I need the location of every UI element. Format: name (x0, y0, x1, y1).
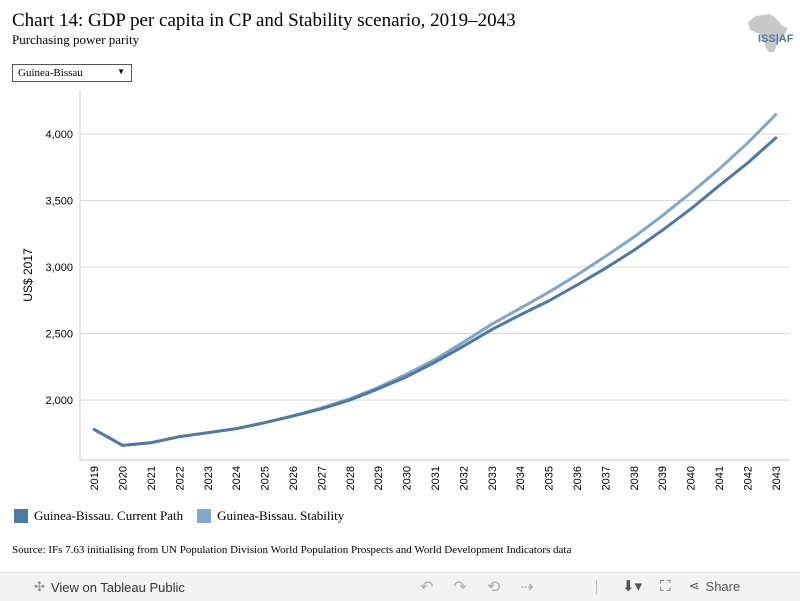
x-tick-label: 2019 (89, 466, 101, 490)
y-tick-label: 2,500 (45, 329, 73, 341)
africa-map-icon (748, 14, 788, 52)
revert-icon[interactable]: ⟲ (486, 579, 501, 596)
x-tick-label: 2034 (515, 466, 527, 490)
tableau-logo-icon: ✣ (34, 579, 45, 594)
x-tick-label: 2040 (686, 466, 698, 490)
x-axis-ticks: 2019 2020 2021 2022 2023 2024 2025 2026 2027 2028… (89, 466, 783, 490)
y-tick-label: 3,500 (45, 195, 73, 207)
x-tick-label: 2025 (260, 466, 272, 490)
x-tick-label: 2043 (771, 466, 783, 490)
x-tick-label: 2029 (373, 466, 385, 490)
country-filter-value: Guinea-Bissau (18, 67, 83, 79)
x-tick-label: 2035 (544, 466, 556, 490)
x-tick-label: 2036 (572, 466, 584, 490)
view-on-tableau-label: View on Tableau Public (50, 579, 185, 595)
chart-subtitle: Purchasing power parity (12, 32, 140, 47)
toolbar-divider (596, 580, 597, 594)
legend: Guinea-Bissau. Current Path Guinea-Bissa… (14, 508, 344, 524)
x-tick-label: 2023 (203, 466, 215, 490)
legend-swatch-stability (197, 509, 212, 523)
share-button[interactable]: ⋖ Share (689, 578, 741, 594)
series-line-guinea-bissau-stability[interactable] (92, 113, 778, 447)
x-tick-label: 2042 (742, 466, 754, 490)
x-tick-label: 2022 (174, 466, 186, 490)
x-tick-label: 2037 (600, 466, 612, 490)
download-icon[interactable]: ⬇▾ (622, 578, 643, 595)
x-tick-label: 2039 (657, 466, 669, 490)
y-tick-label: 4,000 (45, 129, 73, 141)
y-axis-label: US$ 2017 (21, 248, 35, 302)
share-icon: ⋖ (688, 578, 700, 593)
y-axis-ticks: 2,000 2,500 3,000 3,500 4,000 (45, 129, 73, 407)
chevron-down-icon: ▼ (117, 67, 125, 76)
y-tick-label: 3,000 (45, 262, 73, 274)
x-tick-label: 2021 (146, 466, 158, 490)
legend-item-current-path[interactable]: Guinea-Bissau. Current Path (14, 508, 183, 524)
undo-icon[interactable]: ↶ (420, 579, 434, 596)
x-tick-label: 2028 (345, 466, 357, 490)
chart-title: Chart 14: GDP per capita in CP and Stabi… (12, 10, 516, 31)
x-tick-label: 2032 (458, 466, 470, 490)
grid-lines (79, 90, 790, 461)
x-tick-label: 2020 (118, 466, 130, 490)
legend-swatch-current-path (14, 509, 28, 523)
legend-item-stability[interactable]: Guinea-Bissau. Stability (197, 508, 344, 524)
x-tick-label: 2038 (629, 466, 641, 490)
source-note: Source: IFs 7.63 initialising from UN Po… (12, 544, 572, 556)
redo-icon[interactable]: ↷ (453, 579, 467, 596)
y-tick-label: 2,000 (45, 395, 73, 407)
refresh-icon[interactable]: ⇢ (520, 579, 534, 596)
legend-label-current-path: Guinea-Bissau. Current Path (34, 508, 184, 523)
x-tick-label: 2041 (714, 466, 726, 490)
x-tick-label: 2024 (231, 466, 243, 490)
history-controls: ↶ ↷ ⟲ ⇢ (420, 577, 534, 597)
share-label: Share (705, 578, 741, 594)
view-on-tableau-link[interactable]: ✣ View on Tableau Public (34, 579, 185, 595)
x-tick-label: 2027 (316, 466, 328, 490)
x-tick-label: 2026 (288, 466, 300, 490)
x-tick-label: 2031 (430, 466, 442, 490)
x-tick-label: 2033 (487, 466, 499, 490)
toolbar-actions: ⬇▾ ⛶ ⋖ Share (622, 577, 741, 596)
series-line-guinea-bissau-current-path[interactable] (92, 136, 778, 447)
x-tick-label: 2030 (402, 466, 414, 490)
fullscreen-icon[interactable]: ⛶ (660, 577, 671, 595)
series-lines (92, 113, 778, 447)
tableau-toolbar: ✣ View on Tableau Public ↶ ↷ ⟲ ⇢ ⬇▾ ⛶ ⋖ … (0, 572, 800, 601)
country-filter-dropdown[interactable]: Guinea-Bissau ▼ (12, 64, 132, 82)
logo-text: ISS|AF (758, 33, 794, 45)
legend-label-stability: Guinea-Bissau. Stability (217, 508, 345, 523)
